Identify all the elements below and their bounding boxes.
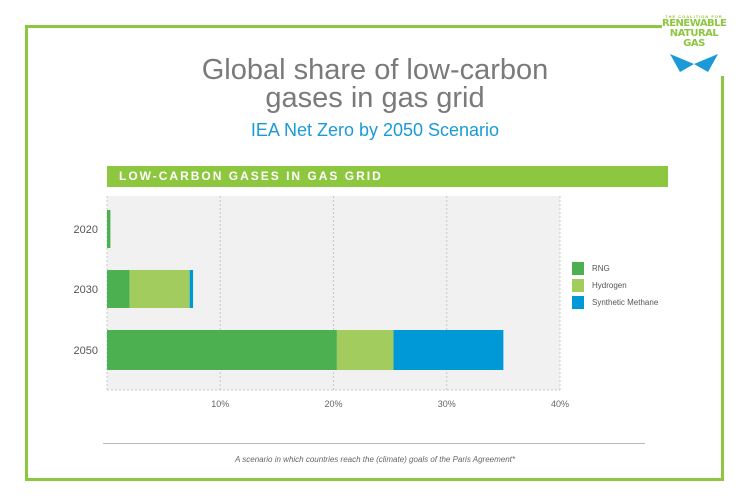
bar-segment-rng-2030 (107, 270, 130, 308)
legend-label: Synthetic Methane (592, 298, 659, 307)
legend-item: RNG (572, 260, 658, 277)
logo-line-natural-gas: NATURAL GAS (669, 28, 719, 49)
legend-swatch (572, 296, 584, 309)
x-tick-label: 20% (324, 399, 342, 409)
y-category-label: 2020 (74, 224, 98, 236)
y-category-label: 2030 (74, 284, 98, 296)
legend-label: Hydrogen (592, 281, 627, 290)
legend-item: Synthetic Methane (572, 294, 658, 311)
bar-segment-hydrogen-2050 (336, 330, 394, 370)
logo-tagline: THE COALITION FOR (665, 14, 723, 19)
legend-item: Hydrogen (572, 277, 658, 294)
bar-segment-synthetic-methane-2050 (393, 330, 504, 370)
bar-segment-synthetic-methane-2030 (189, 270, 194, 308)
logo-line-renewable: RENEWABLE (662, 18, 727, 29)
footnote: A scenario in which countries reach the … (235, 455, 515, 464)
chart-subtitle: IEA Net Zero by 2050 Scenario (250, 120, 500, 140)
logo-bowtie-icon (670, 54, 718, 72)
footer-rule (103, 443, 645, 444)
y-category-label: 2050 (74, 345, 98, 357)
x-tick-label: 40% (551, 399, 569, 409)
frame-border (25, 25, 724, 481)
bar-segment-rng-2050 (107, 330, 337, 370)
logo: THE COALITION FOR RENEWABLE NATURAL GAS (662, 14, 727, 76)
legend-swatch (572, 262, 584, 275)
title-line-1: Global share of low-carbon (201, 54, 549, 86)
chart-title: Global share of low-carbon gases in gas … (0, 54, 750, 114)
title-line-2: gases in gas grid (265, 82, 485, 114)
legend: RNG Hydrogen Synthetic Methane (572, 260, 658, 311)
legend-swatch (572, 279, 584, 292)
x-tick-label: 30% (438, 399, 456, 409)
bar-segment-hydrogen-2030 (129, 270, 190, 308)
chart-header-bar: LOW-CARBON GASES IN GAS GRID (107, 166, 668, 187)
bar-segment-rng-2020 (107, 210, 111, 248)
legend-label: RNG (592, 264, 610, 273)
x-tick-label: 10% (211, 399, 229, 409)
